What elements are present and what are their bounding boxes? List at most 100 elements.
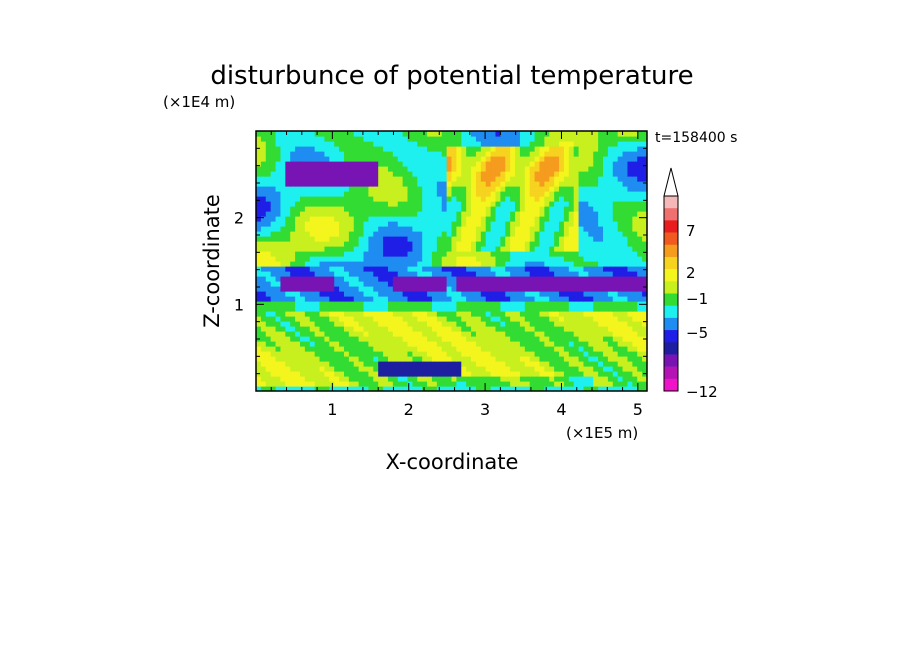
- field-cell: [632, 166, 638, 172]
- field-cell: [348, 231, 355, 237]
- field-cell: [285, 141, 291, 147]
- field-cell: [519, 141, 526, 147]
- field-cell: [534, 186, 541, 192]
- field-cell: [295, 186, 301, 192]
- field-cell: [466, 236, 472, 242]
- field-cell: [563, 166, 570, 172]
- field-cell: [603, 266, 609, 272]
- field-cell: [373, 271, 379, 277]
- field-cell: [578, 231, 585, 237]
- field-cell: [265, 386, 272, 391]
- field-cell: [607, 271, 614, 277]
- field-cell: [475, 191, 482, 197]
- field-cell: [260, 356, 267, 362]
- field-cell: [471, 286, 477, 292]
- field-cell: [485, 166, 492, 172]
- field-cell: [480, 276, 487, 282]
- field-cell: [431, 181, 438, 187]
- field-cell: [334, 226, 340, 232]
- field-cell: [309, 311, 316, 317]
- field-cell: [275, 216, 282, 222]
- field-cell: [265, 191, 272, 197]
- field-cell: [480, 341, 487, 347]
- field-cell: [534, 161, 541, 167]
- field-cell: [436, 291, 443, 297]
- field-cell: [568, 366, 575, 372]
- field-cell: [324, 196, 330, 202]
- field-cell: [588, 336, 594, 342]
- field-cell: [515, 366, 521, 372]
- field-cell: [383, 161, 389, 167]
- field-cell: [265, 311, 272, 317]
- field-cell: [510, 191, 516, 197]
- field-cell: [427, 336, 433, 342]
- field-cell: [265, 166, 272, 172]
- field-cell: [549, 326, 555, 332]
- field-cell: [480, 146, 487, 152]
- field-cell: [603, 326, 609, 332]
- field-cell: [446, 386, 453, 391]
- field-cell: [451, 301, 457, 307]
- field-cell: [290, 141, 296, 147]
- field-cell: [368, 181, 374, 187]
- field-cell: [466, 376, 472, 382]
- field-cell: [461, 221, 467, 227]
- field-cell: [412, 271, 418, 277]
- field-cell: [510, 306, 516, 312]
- field-cell: [397, 386, 404, 391]
- field-cell: [397, 136, 404, 142]
- field-cell: [275, 146, 282, 152]
- field-cell: [475, 201, 482, 207]
- field-cell: [343, 191, 350, 197]
- field-cell: [588, 191, 594, 197]
- field-cell: [295, 306, 301, 312]
- field-cell: [446, 371, 453, 377]
- field-cell: [612, 236, 619, 242]
- field-cell: [324, 331, 330, 337]
- field-cell: [466, 261, 472, 267]
- field-cell: [534, 246, 541, 252]
- field-cell: [519, 301, 526, 307]
- field-cell: [539, 191, 545, 197]
- field-cell: [573, 196, 580, 202]
- field-cell: [485, 171, 492, 177]
- field-cell: [544, 246, 550, 252]
- field-cell: [343, 276, 350, 282]
- field-cell: [603, 291, 609, 297]
- field-cell: [329, 291, 335, 297]
- field-cell: [539, 206, 545, 212]
- field-cell: [339, 351, 345, 357]
- field-cell: [475, 186, 482, 192]
- field-cell: [256, 186, 262, 192]
- field-cell: [441, 291, 448, 297]
- field-cell: [329, 186, 335, 192]
- field-cell: [529, 191, 536, 197]
- field-cell: [265, 331, 272, 337]
- field-cell: [422, 306, 428, 312]
- field-cell: [324, 161, 330, 167]
- field-cell: [339, 241, 345, 247]
- field-cell: [466, 366, 472, 372]
- colorbar-swatch: [664, 281, 678, 294]
- field-cell: [480, 136, 487, 142]
- field-cell: [280, 306, 286, 312]
- field-cell: [510, 216, 516, 222]
- field-cell: [534, 321, 541, 327]
- field-cell: [373, 386, 379, 391]
- field-cell: [431, 161, 438, 167]
- field-cell: [544, 206, 550, 212]
- field-cell: [563, 261, 570, 267]
- field-cell: [412, 181, 418, 187]
- field-cell: [490, 161, 497, 167]
- field-cell: [353, 266, 360, 272]
- field-cell: [368, 226, 374, 232]
- field-cell: [280, 216, 286, 222]
- field-cell: [451, 226, 457, 232]
- field-cell: [495, 281, 501, 287]
- field-cell: [534, 231, 541, 237]
- field-cell: [480, 221, 487, 227]
- field-cell: [632, 181, 638, 187]
- field-cell: [485, 211, 492, 217]
- field-cell: [334, 276, 340, 282]
- field-cell: [485, 346, 492, 352]
